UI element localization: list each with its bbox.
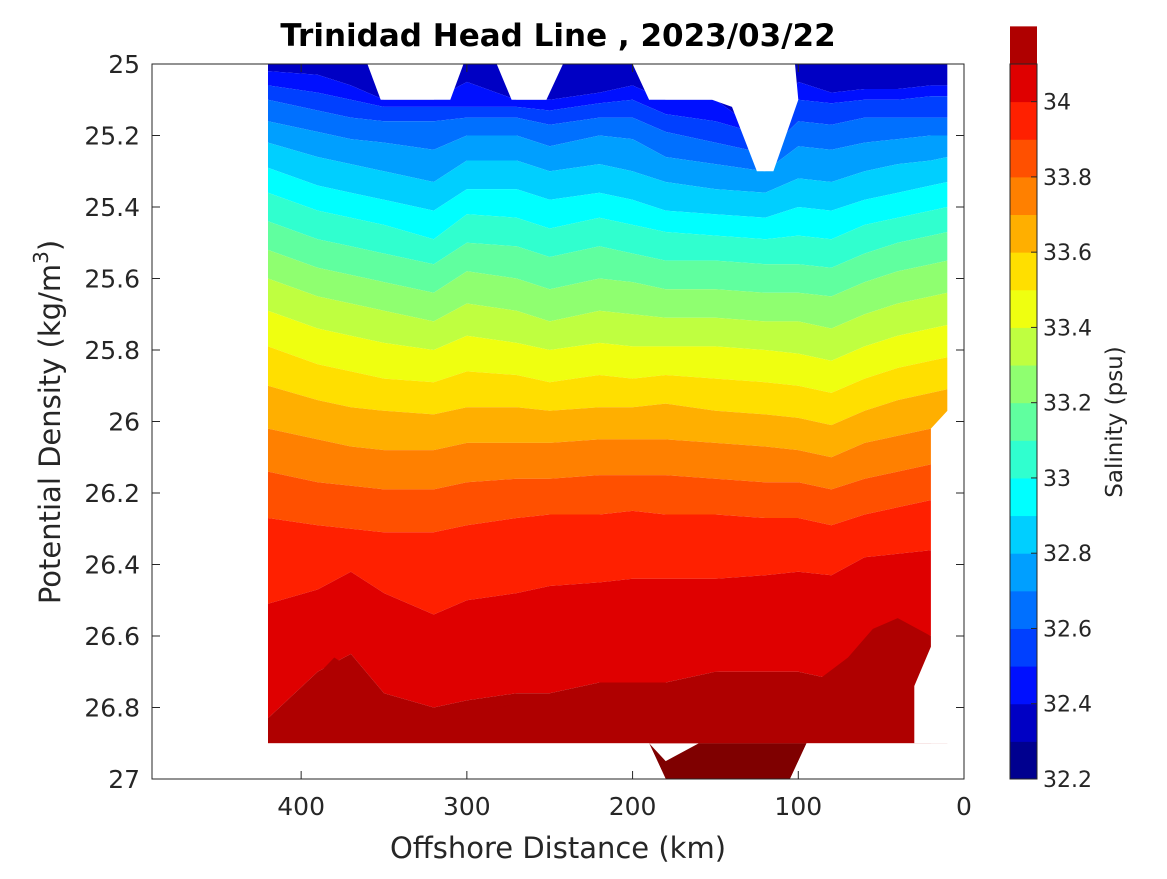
y-tick-label: 25	[108, 50, 140, 79]
salinity-band	[268, 249, 948, 329]
no-data-gap	[632, 64, 799, 172]
y-axis-label-superscript: 3	[29, 251, 53, 264]
colorbar-swatch	[1010, 666, 1037, 705]
salinity-band	[268, 310, 948, 393]
salinity-band	[268, 167, 948, 240]
x-tick-label: 100	[774, 792, 822, 821]
colorbar: 32.2 32.4 32.6 32.8 33 33.2 33.4 33.6 33.8 34	[1009, 26, 1092, 793]
x-tick-label: 200	[609, 792, 657, 821]
salinity-band	[268, 192, 948, 268]
y-tick-label: 25.8	[84, 336, 140, 365]
salinity-band	[649, 743, 807, 779]
colorbar-swatch	[1010, 252, 1037, 291]
salinity-band	[268, 425, 948, 490]
colorbar-tick-label: 33.4	[1043, 316, 1092, 341]
colorbar-swatch	[1010, 703, 1037, 742]
y-tick-label: 25.4	[84, 193, 140, 222]
x-tick-label: 0	[956, 792, 972, 821]
colorbar-swatch	[1010, 64, 1037, 103]
salinity-band	[268, 221, 948, 297]
no-data-gap	[914, 64, 964, 744]
salinity-band	[268, 121, 948, 193]
x-tick-label: 400	[277, 792, 325, 821]
colorbar-tick-label: 32.2	[1043, 768, 1092, 793]
chart-title: Trinidad Head Line , 2023/03/22	[280, 18, 835, 54]
colorbar-swatch	[1010, 365, 1037, 404]
colorbar-swatch	[1010, 289, 1037, 328]
colorbar-swatch	[1010, 628, 1037, 667]
plot-area	[268, 64, 948, 779]
colorbar-swatch	[1010, 590, 1037, 629]
colorbar-swatch	[1010, 327, 1037, 366]
salinity-band	[268, 346, 948, 426]
y-axis-label: Potential Density (kg/m3)	[29, 240, 67, 604]
colorbar-tick-label: 32.6	[1043, 617, 1092, 642]
salinity-band	[268, 546, 948, 719]
x-axis-label: Offshore Distance (km)	[390, 831, 726, 865]
y-tick-label: 26	[108, 408, 140, 437]
y-tick-label: 27	[108, 765, 140, 794]
colorbar-swatch	[1010, 515, 1037, 554]
axes: 400 300 200 100 0 25 25.2 25.4 25.6 25.8 26 26.2 26.…	[84, 50, 972, 821]
colorbar-tick-label: 33.6	[1043, 241, 1092, 266]
colorbar-swatch	[1010, 176, 1037, 216]
y-tick-label: 26.6	[84, 622, 140, 651]
salinity-band	[268, 457, 948, 533]
no-data-gap	[790, 743, 964, 779]
colorbar-label: Salinity (psu)	[1102, 346, 1128, 498]
no-data-regions	[152, 64, 964, 779]
y-axis-label-end: )	[33, 240, 67, 251]
no-data-gap	[268, 743, 666, 779]
colorbar-tick-label: 34	[1043, 91, 1071, 116]
y-tick-label: 25.6	[84, 265, 140, 294]
salinity-band	[268, 618, 931, 744]
colorbar-swatch	[1010, 741, 1037, 780]
y-tick-label: 26.8	[84, 694, 140, 723]
colorbar-swatch	[1010, 553, 1037, 592]
salinity-band	[268, 493, 948, 615]
no-data-gap	[152, 64, 268, 779]
salinity-band	[268, 142, 948, 218]
colorbar-tick-label: 33.8	[1043, 166, 1092, 191]
x-tick-label: 300	[443, 792, 491, 821]
colorbar-tick-label: 33.2	[1043, 392, 1092, 417]
salinity-band	[268, 278, 948, 361]
no-data-gap	[496, 64, 563, 100]
y-tick-label: 25.2	[84, 122, 140, 151]
colorbar-frame	[1009, 63, 1038, 780]
y-tick-label: 26.4	[84, 551, 140, 580]
salinity-band	[268, 385, 948, 458]
colorbar-swatch	[1010, 139, 1037, 178]
colorbar-tick-label: 33	[1043, 467, 1071, 492]
no-data-gap	[367, 64, 464, 100]
colorbar-swatch	[1010, 214, 1037, 253]
colorbar-swatch	[1010, 402, 1037, 441]
colorbar-swatch	[1010, 101, 1037, 140]
colorbar-swatch	[1010, 477, 1037, 517]
y-axis-label-main: Potential Density (kg/m	[33, 264, 67, 604]
colorbar-tick-label: 32.4	[1043, 693, 1092, 718]
y-tick-label: 26.2	[84, 479, 140, 508]
colorbar-swatch	[1010, 26, 1037, 65]
colorbar-swatch	[1010, 440, 1037, 479]
colorbar-tick-label: 32.8	[1043, 542, 1092, 567]
